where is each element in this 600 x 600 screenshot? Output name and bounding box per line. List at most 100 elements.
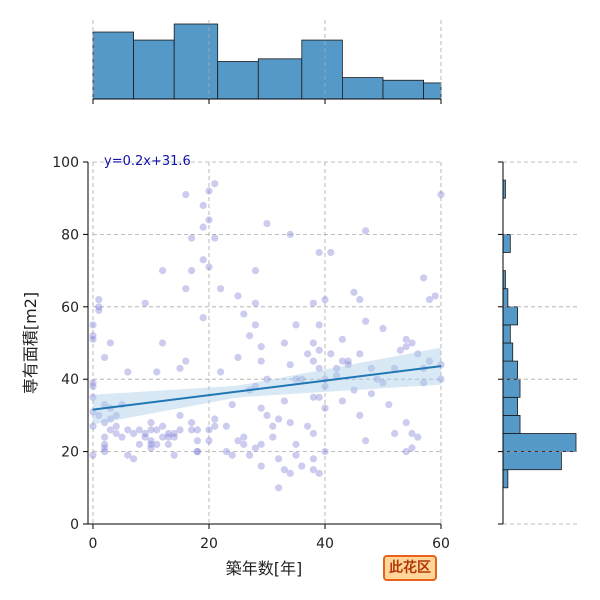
scatter-point: [402, 419, 410, 427]
scatter-point: [170, 451, 178, 459]
scatter-point: [315, 393, 323, 401]
scatter-point: [292, 451, 300, 459]
scatter-point: [257, 404, 265, 412]
scatter-point: [130, 455, 138, 463]
scatter-point: [402, 448, 410, 456]
scatter-point: [350, 386, 358, 394]
scatter-point: [211, 422, 219, 430]
scatter-point: [193, 448, 201, 456]
scatter-point: [309, 466, 317, 474]
scatter-point: [338, 357, 346, 365]
top-hist-bar: [133, 39, 175, 100]
scatter-point: [315, 321, 323, 329]
scatter-point: [188, 419, 196, 427]
scatter-point: [199, 201, 207, 210]
scatter-point: [402, 343, 410, 351]
scatter-point: [147, 437, 155, 445]
scatter-point: [211, 415, 219, 423]
scatter-point: [298, 462, 306, 470]
scatter-point: [135, 426, 143, 434]
scatter-point: [106, 415, 114, 423]
scatter-point: [280, 466, 288, 474]
scatter-point: [164, 440, 172, 448]
right-hist-bar: [502, 342, 514, 362]
scatter-point: [124, 426, 132, 434]
scatter-point: [147, 419, 155, 427]
y-tick-label: 0: [70, 517, 79, 533]
scatter-point: [124, 368, 132, 376]
scatter-point: [286, 469, 294, 477]
scatter-point: [251, 321, 259, 329]
scatter-point: [304, 350, 312, 358]
scatter-point: [170, 429, 178, 438]
scatter-point: [95, 411, 103, 419]
confidence-band: [93, 347, 441, 425]
scatter-point: [356, 295, 364, 304]
scatter-point: [101, 448, 109, 456]
scatter-point: [408, 444, 416, 452]
scatter-point: [286, 230, 294, 238]
scatter-point: [101, 433, 109, 441]
scatter-point: [304, 422, 312, 430]
scatter-point: [89, 335, 97, 343]
scatter-point: [188, 234, 196, 242]
x-tick-label: 40: [316, 536, 334, 552]
scatter-point: [309, 455, 317, 463]
scatter-point: [275, 484, 283, 492]
scatter-point: [362, 317, 370, 325]
right-hist-bar: [502, 414, 521, 434]
scatter-point: [182, 357, 190, 365]
scatter-point: [437, 190, 445, 199]
scatter-point: [176, 426, 184, 434]
scatter-point: [379, 379, 387, 387]
scatter-point: [437, 375, 445, 383]
scatter-point: [141, 433, 149, 441]
scatter-point: [362, 437, 370, 445]
scatter-point: [188, 267, 196, 275]
right-hist-bar: [502, 396, 519, 416]
scatter-point: [130, 429, 138, 438]
y-tick-label: 80: [61, 227, 79, 243]
scatter-point: [257, 462, 265, 470]
top-hist-bar: [301, 39, 343, 100]
right-hist-bar: [502, 360, 519, 380]
top-hist-bar: [382, 79, 424, 100]
scatter-point: [315, 248, 323, 257]
scatter-point: [205, 426, 213, 434]
scatter-point: [89, 321, 97, 329]
scatter-point: [338, 397, 346, 405]
right-hist-bar: [502, 306, 519, 326]
scatter-point: [89, 379, 97, 387]
scatter-point: [275, 455, 283, 463]
scatter-point: [199, 256, 207, 264]
scatter-point: [176, 364, 184, 372]
scatter-point: [373, 375, 381, 383]
scatter-point: [141, 429, 149, 438]
scatter-point: [101, 440, 109, 448]
right-hist-bar: [502, 378, 521, 398]
scatter-point: [89, 393, 97, 401]
scatter-point: [228, 400, 236, 409]
scatter-point: [222, 422, 230, 430]
scatter-point: [333, 371, 341, 380]
scatter-point: [315, 364, 323, 372]
scatter-point: [391, 364, 399, 372]
scatter-point: [153, 426, 161, 434]
scatter-point: [164, 429, 172, 438]
scatter-point: [367, 390, 375, 398]
scatter-point: [205, 216, 213, 224]
scatter-point: [246, 451, 254, 459]
scatter-point: [309, 339, 317, 347]
scatter-point: [350, 288, 358, 296]
scatter-point: [118, 433, 126, 441]
scatter-point: [147, 426, 155, 434]
scatter-point: [321, 295, 329, 304]
scatter-point: [333, 364, 341, 372]
scatter-point: [257, 440, 265, 448]
scatter-point: [263, 411, 271, 419]
scatter-point: [211, 180, 219, 188]
scatter-point: [298, 375, 306, 383]
scatter-point: [205, 437, 213, 445]
scatter-point: [199, 223, 207, 231]
scatter-point: [95, 295, 103, 304]
